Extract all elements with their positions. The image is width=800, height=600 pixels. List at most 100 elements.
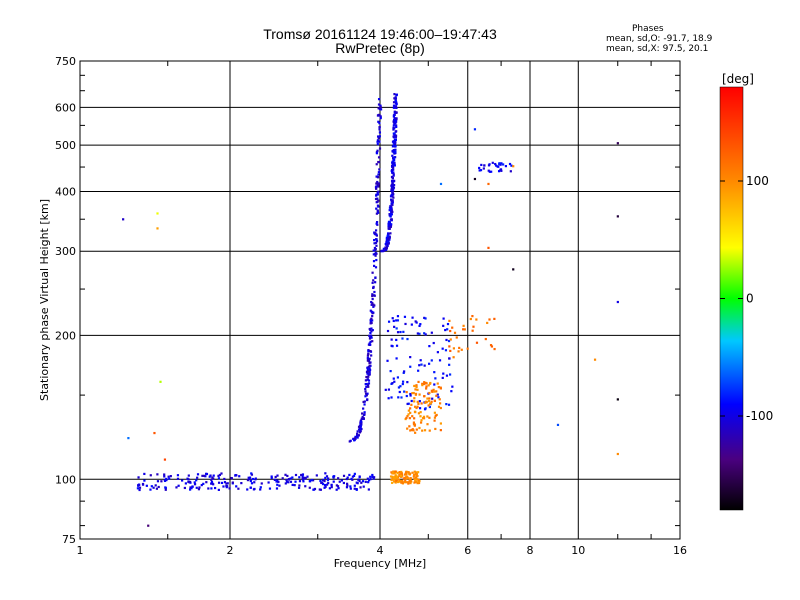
data-point (353, 484, 356, 487)
data-point (377, 190, 380, 193)
data-point (366, 368, 369, 371)
data-point (366, 477, 369, 480)
data-point (270, 476, 273, 479)
data-point (406, 414, 409, 418)
data-point (358, 431, 362, 434)
data-point (419, 359, 422, 362)
data-point (228, 487, 231, 490)
data-point (396, 471, 399, 475)
data-point (375, 150, 379, 154)
data-point (393, 143, 397, 146)
data-point (349, 487, 352, 490)
data-point (460, 348, 463, 351)
data-point (368, 361, 371, 365)
data-point (169, 475, 172, 478)
data-point (373, 246, 377, 250)
data-point (404, 477, 407, 480)
data-point (367, 365, 370, 369)
data-point (504, 165, 508, 168)
data-point (370, 336, 373, 339)
data-point (416, 400, 419, 403)
data-point (368, 373, 371, 376)
data-point (355, 481, 358, 484)
data-point (325, 475, 329, 478)
data-point (270, 475, 273, 478)
data-point (356, 435, 359, 438)
data-point (475, 318, 478, 321)
data-point (442, 317, 445, 320)
data-point (303, 476, 307, 479)
data-point (419, 323, 422, 326)
colorbar-label: [deg] (722, 72, 754, 86)
data-point (397, 396, 400, 399)
data-point (291, 476, 294, 479)
data-point (367, 375, 370, 378)
data-point (438, 359, 442, 362)
data-point (393, 162, 396, 165)
data-point (391, 140, 395, 143)
data-point (367, 479, 371, 482)
data-point (370, 317, 373, 320)
data-points (122, 93, 619, 527)
data-point (428, 429, 431, 432)
data-point (220, 472, 223, 475)
data-point (393, 183, 396, 187)
data-point (377, 120, 380, 123)
data-point (293, 484, 296, 487)
phase-stats-heading: Phases (632, 24, 664, 34)
data-point (370, 300, 373, 304)
data-point (196, 473, 200, 476)
data-point (407, 477, 410, 480)
data-point (414, 320, 417, 323)
data-point (488, 170, 491, 173)
data-point (371, 294, 374, 298)
data-point (393, 113, 396, 116)
data-point (393, 93, 396, 96)
data-point (389, 205, 392, 208)
data-point (436, 382, 439, 385)
data-point (373, 476, 376, 479)
data-point (368, 367, 371, 370)
data-point (377, 107, 380, 110)
data-point (372, 286, 375, 290)
data-point (448, 319, 451, 322)
data-point (375, 193, 378, 196)
data-point (452, 347, 456, 350)
data-point (393, 117, 396, 120)
data-point (378, 125, 381, 129)
data-point (237, 487, 240, 490)
data-point (435, 390, 438, 393)
data-point (404, 417, 407, 421)
data-point (375, 222, 378, 225)
data-point (446, 322, 450, 326)
data-point (246, 488, 249, 491)
data-point (475, 341, 479, 344)
data-point (391, 189, 394, 192)
data-point (367, 379, 371, 382)
data-point (250, 482, 254, 485)
data-point (414, 388, 417, 391)
data-point (437, 396, 440, 399)
data-point (393, 119, 396, 122)
data-point (425, 401, 428, 404)
data-point (439, 406, 442, 410)
data-point (489, 344, 493, 347)
data-point (394, 99, 397, 102)
data-point (391, 481, 394, 484)
data-point (323, 486, 326, 489)
data-point (391, 201, 394, 204)
data-point (371, 340, 374, 343)
data-point (377, 171, 380, 174)
data-point (493, 317, 496, 320)
data-point (321, 481, 324, 484)
data-point (414, 478, 417, 482)
data-point (375, 258, 378, 262)
data-point (409, 392, 412, 396)
data-point (484, 337, 487, 341)
data-point (433, 411, 436, 414)
data-point (175, 486, 178, 489)
data-point (193, 481, 196, 484)
data-point (211, 477, 215, 480)
data-point (230, 476, 233, 480)
data-point (366, 354, 370, 357)
